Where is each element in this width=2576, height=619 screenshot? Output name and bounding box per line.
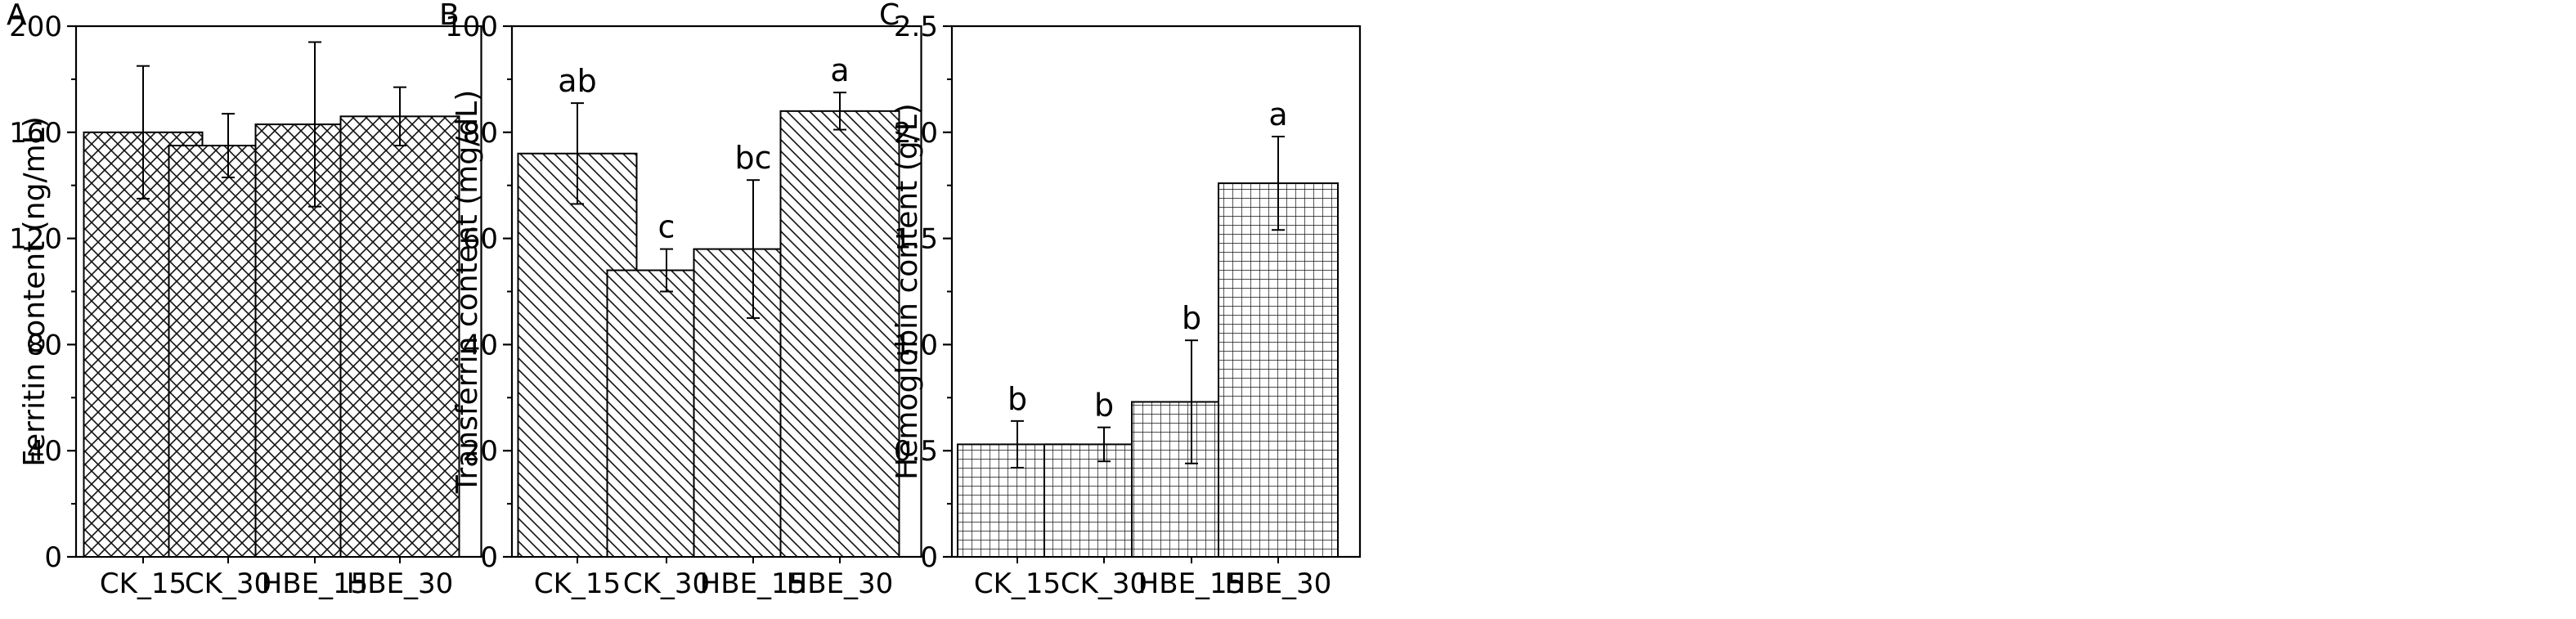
y-tick-label: 20 [463, 435, 498, 468]
y-tick-label: 40 [27, 435, 62, 468]
x-category-label: HBE_15 [262, 567, 369, 600]
y-tick-label: 120 [9, 223, 62, 256]
bar [779, 110, 900, 558]
panel-label: B [439, 0, 460, 32]
y-axis-title: Transferrin content (mg/dL) [451, 90, 484, 495]
panel-label: C [879, 0, 900, 32]
x-category-label: HBE_30 [347, 567, 454, 600]
y-tick-label: 1.0 [894, 329, 938, 361]
y-tick-label: 200 [9, 11, 62, 43]
significance-label: c [658, 209, 675, 245]
significance-label: a [830, 52, 849, 88]
x-category-label: CK_30 [1061, 567, 1147, 600]
y-tick-label: 60 [463, 223, 498, 256]
significance-label: b [1094, 388, 1114, 424]
x-category-label: CK_15 [974, 567, 1061, 600]
y-tick-label: 160 [9, 117, 62, 150]
y-tick-label: 2.0 [894, 117, 938, 150]
y-tick-label: 80 [27, 329, 62, 361]
y-tick-label: 80 [463, 117, 498, 150]
x-category-label: CK_30 [185, 567, 272, 600]
y-tick-label: 0 [44, 541, 62, 574]
y-axis-title: Ferritin content (ng/mL) [18, 116, 52, 467]
panel-a: A Ferritin content (ng/mL) 0 40 80 120 160 200 C… [7, 0, 482, 600]
y-axis-title: Hemoglobin content (g/L) [891, 103, 924, 480]
panel-label: A [7, 0, 27, 32]
significance-label: ab [558, 63, 596, 99]
x-category-label: HBE_15 [700, 567, 807, 600]
bar [1218, 182, 1339, 558]
x-category-label: HBE_30 [1225, 567, 1332, 600]
x-category-label: CK_15 [534, 567, 621, 600]
panel-b: B Transferrin content (mg/dL) 0 20 40 60 80 100… [439, 0, 922, 600]
significance-label: bc [734, 140, 771, 176]
y-tick-label: 2.5 [894, 11, 938, 43]
y-tick-label: 0.5 [894, 435, 938, 468]
bar [339, 115, 460, 558]
significance-label: b [1008, 381, 1027, 417]
y-tick-label: 0 [480, 541, 498, 574]
x-category-label: CK_30 [623, 567, 710, 600]
significance-label: b [1182, 300, 1201, 336]
y-tick-label: 0 [920, 541, 938, 574]
x-category-label: CK_15 [100, 567, 186, 600]
x-category-label: HBE_15 [1138, 567, 1245, 600]
x-category-label: HBE_30 [787, 567, 894, 600]
y-tick-label: 1.5 [894, 223, 938, 256]
significance-label: a [1268, 96, 1287, 132]
y-tick-label: 40 [463, 329, 498, 361]
panel-c: C Hemoglobin content (g/L) 0 0.5 1.0 1.5 2.0 2.… [879, 0, 1362, 600]
y-tick-label: 100 [445, 11, 498, 43]
